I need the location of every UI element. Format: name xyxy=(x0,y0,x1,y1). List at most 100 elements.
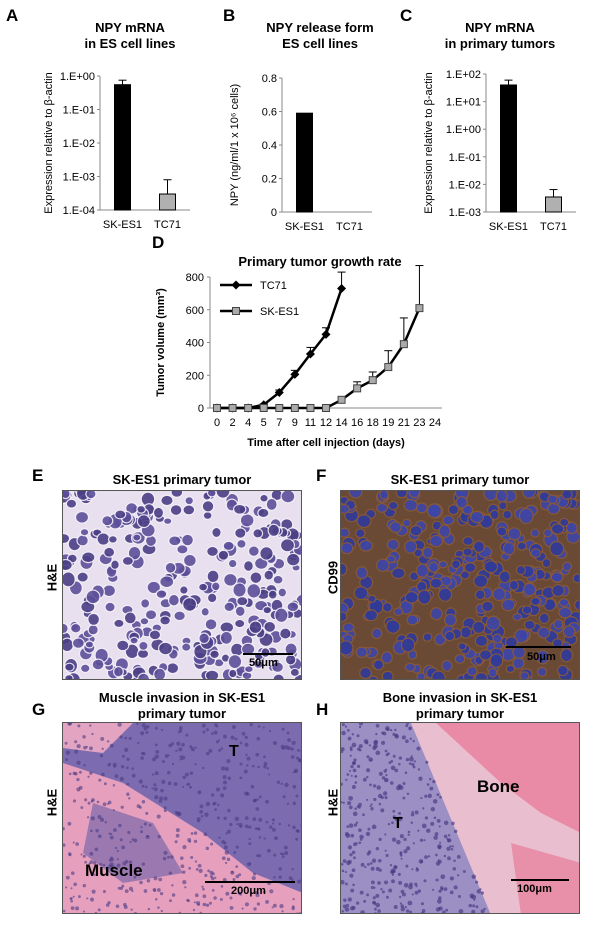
cell-dot xyxy=(298,758,301,763)
cell-dot xyxy=(225,891,230,896)
panel-d-ytick-label: 800 xyxy=(186,272,204,284)
cell-dot xyxy=(254,827,258,830)
cell-nucleus xyxy=(404,539,418,554)
cell-nucleus xyxy=(222,540,235,552)
cell-nucleus xyxy=(159,615,172,626)
cell-dot xyxy=(83,764,86,767)
cell-nucleus xyxy=(206,491,217,498)
cell-nucleus xyxy=(179,585,189,595)
cell-dot xyxy=(281,910,284,913)
cell-dot xyxy=(159,796,163,801)
cell-dot xyxy=(236,823,239,826)
cell-dot xyxy=(411,893,414,896)
cell-dot xyxy=(213,730,218,735)
cell-dot xyxy=(140,731,145,736)
cell-nucleus xyxy=(426,503,442,519)
cell-dot xyxy=(375,723,380,728)
cell-dot xyxy=(447,839,451,843)
cell-dot xyxy=(384,833,387,836)
cell-nucleus xyxy=(498,570,511,584)
cell-dot xyxy=(350,906,355,911)
cell-dot xyxy=(288,876,293,881)
cell-nucleus xyxy=(416,672,426,679)
cell-nucleus xyxy=(515,565,526,576)
cell-nucleus xyxy=(368,675,379,679)
cell-dot xyxy=(232,725,236,729)
cell-nucleus xyxy=(559,517,570,528)
cell-nucleus xyxy=(249,571,263,585)
cell-dot xyxy=(171,893,176,897)
cell-dot xyxy=(219,898,223,901)
cell-nucleus xyxy=(181,642,192,652)
cell-dot xyxy=(205,903,210,907)
cell-dot xyxy=(144,785,148,789)
cell-dot xyxy=(153,787,158,792)
cell-dot xyxy=(170,855,174,859)
cell-dot xyxy=(397,816,403,822)
cell-dot xyxy=(483,907,486,911)
cell-dot xyxy=(405,724,409,728)
cell-dot xyxy=(480,909,485,913)
cell-dot xyxy=(190,832,194,835)
cell-dot xyxy=(429,777,432,781)
cell-dot xyxy=(345,778,348,782)
cell-dot xyxy=(411,868,414,871)
cell-dot xyxy=(255,807,260,811)
tumor-infiltrate xyxy=(83,803,183,883)
cell-dot xyxy=(262,726,265,729)
cell-dot xyxy=(391,879,395,884)
cell-nucleus xyxy=(63,558,73,572)
cell-nucleus xyxy=(81,551,96,564)
cell-nucleus xyxy=(262,605,273,615)
cell-dot xyxy=(157,835,161,839)
cell-dot xyxy=(387,752,390,755)
cell-dot xyxy=(246,764,249,767)
panel-a-bar xyxy=(159,193,176,211)
cell-nucleus xyxy=(280,491,296,504)
cell-dot xyxy=(205,801,211,807)
cell-dot xyxy=(230,870,234,874)
cell-dot xyxy=(372,784,377,788)
cell-dot xyxy=(101,747,104,751)
cell-nucleus xyxy=(85,491,97,500)
cell-nucleus xyxy=(512,612,523,622)
cell-nucleus xyxy=(341,562,348,576)
cell-nucleus xyxy=(466,666,478,677)
cell-dot xyxy=(449,890,454,895)
cell-dot xyxy=(276,780,281,784)
cell-dot xyxy=(381,890,385,894)
cell-nucleus xyxy=(521,491,536,499)
cell-dot xyxy=(423,839,426,842)
cell-dot xyxy=(263,837,266,840)
cell-dot xyxy=(93,873,96,877)
cell-nucleus xyxy=(429,534,444,548)
cell-dot xyxy=(68,772,72,776)
cell-dot xyxy=(223,816,227,820)
panel-c-chart: Expression relative to β-actin 1.E+02 1.E+… xyxy=(423,69,576,233)
cell-nucleus xyxy=(472,540,486,553)
cell-dot xyxy=(222,775,227,780)
cell-dot xyxy=(371,858,377,863)
cell-dot xyxy=(385,853,389,858)
cell-dot xyxy=(74,740,78,744)
cell-dot xyxy=(123,902,127,907)
cell-dot xyxy=(403,837,407,842)
cell-dot xyxy=(187,899,190,903)
cell-nucleus xyxy=(341,611,348,622)
cell-dot xyxy=(94,911,98,913)
cell-nucleus xyxy=(462,547,473,557)
cell-dot xyxy=(385,773,388,777)
cell-dot xyxy=(300,776,301,779)
cell-dot xyxy=(74,749,79,754)
cell-dot xyxy=(291,879,294,882)
cell-dot xyxy=(383,769,387,773)
cell-nucleus xyxy=(474,671,489,679)
cell-dot xyxy=(116,858,119,861)
cell-dot xyxy=(359,834,364,840)
cell-dot xyxy=(178,747,183,752)
cell-dot xyxy=(360,910,365,913)
cell-dot xyxy=(194,746,197,749)
cell-dot xyxy=(347,801,352,806)
cell-dot xyxy=(181,742,185,747)
cell-dot xyxy=(358,744,363,749)
